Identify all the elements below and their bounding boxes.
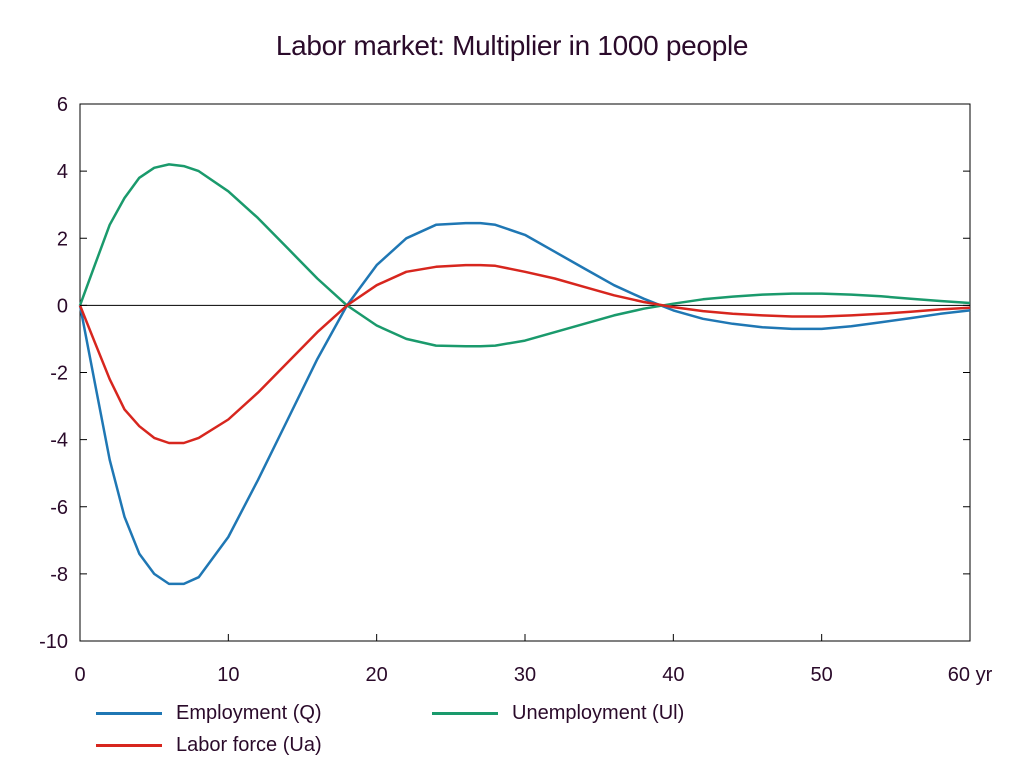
y-tick-label: -6 <box>50 497 68 519</box>
x-tick-label: 60 yr <box>948 664 993 686</box>
legend-swatch-employment <box>96 712 162 715</box>
y-tick-label: 0 <box>57 295 68 317</box>
y-tick-label: -2 <box>50 363 68 385</box>
x-tick-label: 50 <box>811 664 833 686</box>
y-tick-label: -10 <box>39 631 68 653</box>
y-tick-label: -8 <box>50 564 68 586</box>
x-tick-label: 30 <box>514 664 536 686</box>
series-layer <box>78 163 971 586</box>
plot-frame <box>79 103 971 642</box>
y-tick-label: 6 <box>57 94 68 116</box>
series-line-1 <box>78 163 971 348</box>
series-line-2 <box>78 263 971 445</box>
legend-item-employment: Employment (Q) <box>96 702 322 725</box>
y-tick-label: 4 <box>57 161 68 183</box>
legend-label-labor-force: Labor force (Ua) <box>176 734 322 756</box>
legend-swatch-labor-force <box>96 744 162 747</box>
chart-title: Labor market: Multiplier in 1000 people <box>275 30 749 61</box>
x-tick-label: 0 <box>74 664 85 686</box>
legend-item-unemployment: Unemployment (Ul) <box>432 702 684 725</box>
legend-swatch-unemployment <box>432 712 498 715</box>
x-tick-label: 20 <box>366 664 388 686</box>
axes-layer <box>79 103 971 642</box>
legend-label-employment: Employment (Q) <box>176 702 322 724</box>
y-tick-label: -4 <box>50 430 68 452</box>
series-line-0 <box>78 221 971 586</box>
x-tick-label: 40 <box>662 664 684 686</box>
x-tick-label: 10 <box>217 664 239 686</box>
legend-label-unemployment: Unemployment (Ul) <box>512 702 685 724</box>
y-tick-label: 2 <box>57 228 68 250</box>
legend-item-labor-force: Labor force (Ua) <box>96 734 322 757</box>
